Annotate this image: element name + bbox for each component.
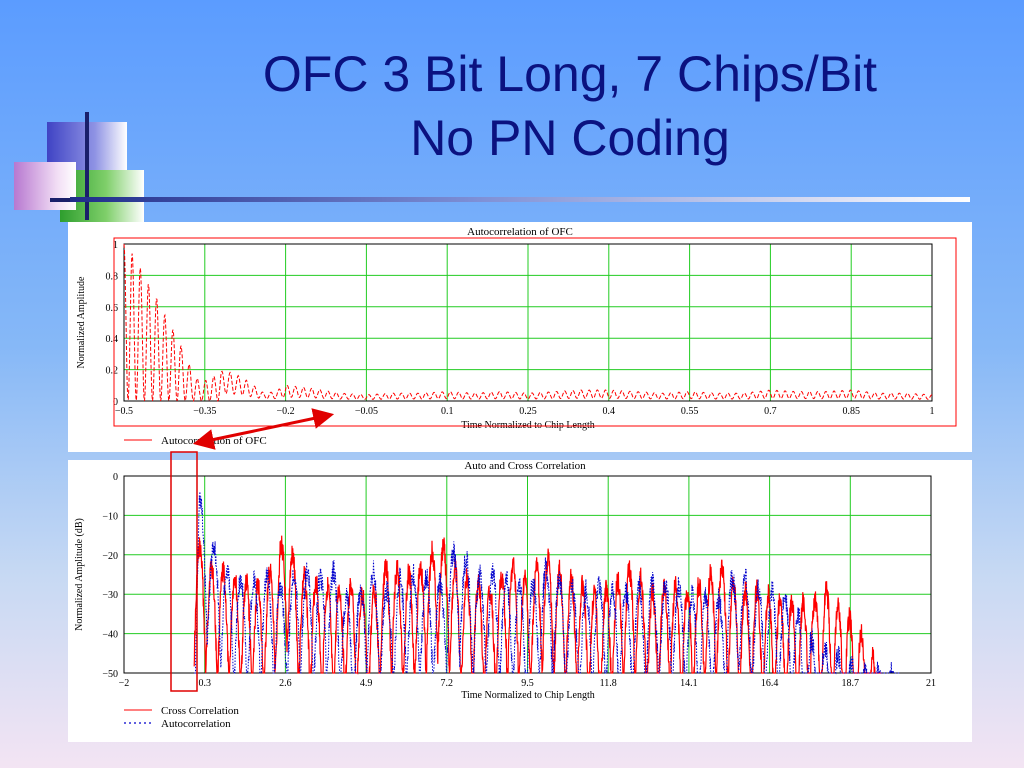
slide-title-line-1: OFC 3 Bit Long, 7 Chips/Bit (262, 46, 878, 102)
chart-title: Autocorrelation of OFC (467, 226, 573, 238)
x-tick-label: 14.1 (680, 678, 698, 689)
decorative-square-pink (14, 162, 76, 210)
autocorrelation-chart: −0.5 −0.35 −0.2 −0.05 0.1 0.25 0.4 0.55 0.7 0.85 1… (76, 226, 957, 447)
auto-cross-correlation-panel: −2 0.3 2.6 4.9 7.2 9.5 11.8 14.1 16.4 18.7 21 0 −10 −… (68, 460, 972, 742)
x-tick-label: 0.3 (198, 678, 211, 689)
slide-title-line-2: No PN Coding (410, 110, 730, 166)
x-tick-label: 16.4 (761, 678, 779, 689)
x-tick-label: 4.9 (360, 678, 373, 689)
series-line-cross-correlation (193, 535, 882, 675)
y-tick-label: 0.8 (106, 271, 119, 282)
x-tick-label: 11.8 (600, 678, 617, 689)
x-axis-label: Time Normalized to Chip Length (461, 690, 595, 701)
x-tick-label: 0.4 (603, 406, 616, 417)
grid-lines (124, 476, 931, 673)
plot-frame (123, 243, 933, 402)
y-tick-label: −20 (102, 551, 118, 562)
auto-cross-correlation-chart: −2 0.3 2.6 4.9 7.2 9.5 11.8 14.1 16.4 18.7 21 0 −10 −… (74, 460, 936, 730)
series-line-autocorrelation (194, 491, 900, 675)
y-tick-label: 0.2 (106, 366, 119, 377)
y-tick-label: 0.6 (106, 303, 119, 314)
series-line-autocorrelation-of-ofc (123, 243, 933, 403)
x-tick-label: 0.7 (764, 406, 777, 417)
x-tick-label: −0.35 (193, 406, 216, 417)
y-tick-label: 1 (113, 240, 118, 251)
y-tick-label: 0 (113, 472, 118, 483)
legend-label-autocorrelation: Autocorrelation (161, 718, 231, 730)
x-tick-label: 21 (926, 678, 936, 689)
x-tick-label: 0.85 (842, 406, 860, 417)
x-tick-label: 2.6 (279, 678, 292, 689)
x-tick-label: −0.05 (355, 406, 378, 417)
y-axis-label: Normalized Amplitude (dB) (74, 518, 85, 631)
x-tick-label: −2 (119, 678, 130, 689)
x-tick-label: 1 (930, 406, 935, 417)
title-divider-rule (70, 197, 970, 202)
highlight-frame (113, 237, 957, 427)
y-tick-label: −40 (102, 630, 118, 641)
x-tick-label: 9.5 (521, 678, 534, 689)
x-tick-label: −0.5 (115, 406, 133, 417)
x-tick-label: −0.2 (277, 406, 295, 417)
x-tick-label: 18.7 (842, 678, 860, 689)
x-tick-label: 0.25 (519, 406, 537, 417)
x-tick-label: 0.1 (441, 406, 454, 417)
y-tick-label: −10 (102, 511, 118, 522)
y-tick-label: 0 (113, 397, 118, 408)
x-tick-label: 0.55 (681, 406, 699, 417)
autocorrelation-panel: −0.5 −0.35 −0.2 −0.05 0.1 0.25 0.4 0.55 0.7 0.85 1… (68, 222, 972, 452)
slide-title: OFC 3 Bit Long, 7 Chips/Bit No PN Coding (160, 42, 980, 170)
y-tick-label: −30 (102, 590, 118, 601)
legend-label-autocorrelation-of-ofc: Autocorrelation of OFC (161, 435, 267, 447)
x-tick-label: 7.2 (441, 678, 454, 689)
decorative-vertical-line (85, 112, 89, 220)
y-tick-label: 0.4 (106, 334, 119, 345)
y-tick-label: −50 (102, 669, 118, 680)
grid-lines (124, 244, 932, 401)
legend-label-cross-correlation: Cross Correlation (161, 705, 239, 717)
y-axis-label: Normalized Amplitude (76, 276, 87, 368)
chart-title: Auto and Cross Correlation (464, 460, 586, 472)
